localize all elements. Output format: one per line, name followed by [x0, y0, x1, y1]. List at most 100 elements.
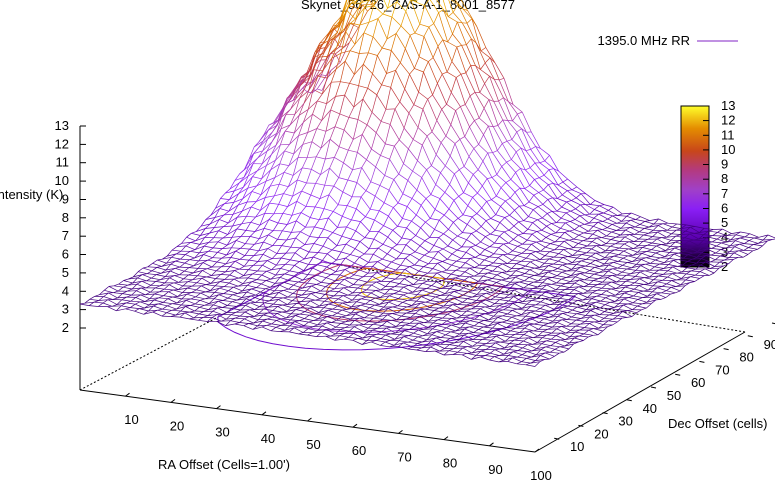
mesh-segment: [536, 343, 542, 349]
mesh-segment: [200, 292, 210, 298]
mesh-segment: [523, 205, 534, 211]
mesh-segment: [499, 297, 505, 301]
mesh-segment: [662, 270, 669, 275]
mesh-segment: [317, 70, 324, 77]
mesh-segment: [260, 299, 270, 302]
mesh-segment: [601, 294, 611, 297]
mesh-segment: [456, 44, 462, 48]
mesh-segment: [405, 257, 415, 266]
mesh-segment: [522, 351, 528, 355]
mesh-segment: [262, 318, 268, 322]
mesh-segment: [416, 177, 423, 191]
mesh-segment: [561, 319, 572, 325]
mesh-segment: [125, 307, 131, 310]
mesh-segment: [523, 287, 533, 289]
mesh-segment: [465, 251, 476, 258]
mesh-segment: [616, 278, 622, 283]
mesh-segment: [258, 248, 268, 252]
mesh-segment: [468, 332, 474, 334]
mesh-segment: [356, 301, 366, 305]
mesh-segment: [279, 284, 289, 290]
mesh-segment: [328, 217, 338, 228]
mesh-segment: [586, 304, 592, 310]
mesh-segment: [672, 226, 682, 229]
mesh-segment: [467, 296, 473, 299]
mesh-segment: [612, 215, 622, 222]
mesh-segment: [525, 364, 536, 367]
mesh-segment: [413, 329, 419, 334]
mesh-segment: [299, 318, 305, 321]
mesh-segment: [437, 317, 443, 321]
mesh-segment: [223, 300, 233, 303]
mesh-segment: [263, 131, 273, 142]
mesh-segment: [499, 231, 505, 237]
mesh-segment: [312, 267, 322, 273]
mesh-segment: [436, 271, 442, 274]
mesh-segment: [262, 253, 273, 260]
mesh-segment: [535, 250, 541, 252]
mesh-segment: [433, 23, 444, 40]
mesh-segment: [473, 281, 479, 285]
mesh-segment: [667, 222, 677, 225]
mesh-segment: [192, 277, 202, 281]
mesh-segment: [351, 219, 361, 222]
mesh-segment: [480, 241, 490, 248]
mesh-segment: [491, 199, 501, 207]
mesh-segment: [546, 340, 556, 343]
mesh-segment: [274, 184, 280, 196]
z-tick-label: 3: [62, 302, 69, 317]
mesh-segment: [650, 256, 661, 259]
mesh-segment: [386, 327, 396, 334]
mesh-segment: [309, 226, 315, 237]
mesh-segment: [520, 324, 530, 328]
mesh-segment: [701, 248, 707, 253]
mesh-segment: [336, 316, 342, 321]
mesh-segment: [118, 283, 128, 286]
mesh-segment: [579, 214, 585, 217]
mesh-segment: [393, 179, 404, 194]
mesh-segment: [547, 197, 553, 200]
mesh-segment: [235, 317, 245, 320]
mesh-segment: [234, 186, 244, 192]
mesh-segment: [418, 266, 424, 272]
mesh-segment: [158, 297, 168, 300]
mesh-segment: [521, 310, 527, 315]
mesh-segment: [677, 266, 687, 269]
mesh-segment: [364, 231, 370, 238]
mesh-segment: [518, 340, 524, 345]
mesh-segment: [345, 319, 355, 323]
mesh-segment: [380, 295, 390, 298]
mesh-segment: [630, 219, 636, 221]
mesh-segment: [321, 322, 328, 327]
mesh-segment: [470, 65, 481, 93]
mesh-segment: [463, 339, 469, 342]
mesh-segment: [499, 217, 506, 223]
mesh-segment: [618, 298, 625, 304]
mesh-segment: [589, 323, 599, 329]
mesh-segment: [522, 354, 532, 358]
mesh-segment: [426, 340, 432, 346]
mesh-segment: [264, 186, 271, 198]
mesh-segment: [247, 281, 253, 286]
mesh-segment: [363, 22, 370, 33]
mesh-segment: [284, 282, 294, 286]
mesh-segment: [295, 315, 305, 319]
mesh-segment: [560, 217, 571, 222]
mesh-segment: [339, 283, 349, 288]
mesh-segment: [473, 273, 479, 277]
mesh-segment: [328, 24, 334, 33]
mesh-segment: [418, 71, 424, 93]
mesh-segment: [714, 265, 724, 267]
mesh-segment: [529, 167, 540, 178]
mesh-segment: [624, 292, 634, 297]
mesh-segment: [692, 252, 702, 254]
mesh-segment: [371, 148, 381, 156]
mesh-segment: [479, 83, 485, 93]
mesh-segment: [389, 293, 395, 297]
mesh-segment: [247, 163, 254, 177]
mesh-segment: [267, 125, 274, 131]
mesh-segment: [324, 208, 334, 212]
mesh-segment: [343, 287, 353, 294]
mesh-segment: [409, 319, 416, 324]
mesh-segment: [302, 87, 308, 93]
